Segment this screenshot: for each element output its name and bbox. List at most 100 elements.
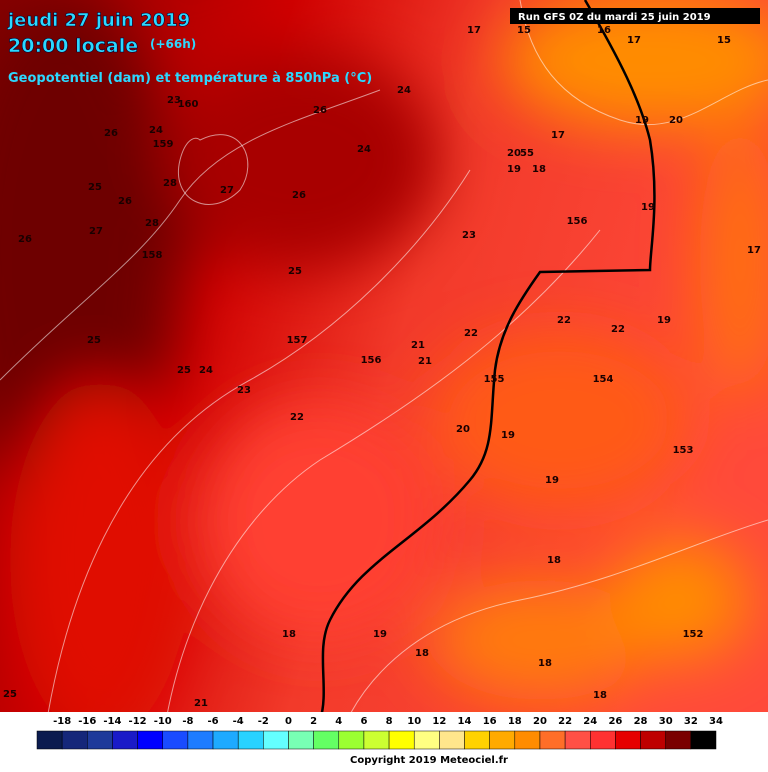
copyright: Copyright 2019 Meteociel.fr [350, 755, 508, 766]
map-label: 17 [627, 35, 641, 46]
legend-swatch [388, 730, 415, 750]
legend-swatch [112, 730, 138, 750]
legend-label: -8 [182, 716, 193, 727]
map-label: 55 [520, 148, 534, 159]
legend-label: 28 [634, 716, 648, 727]
field-description: Geopotentiel (dam) et température à 850h… [8, 71, 372, 86]
map-label: 25 [3, 689, 17, 700]
legend-swatch [640, 730, 666, 750]
map-label: 27 [220, 185, 234, 196]
map-label: 15 [717, 35, 731, 46]
map-label: 22 [464, 328, 478, 339]
legend-label: 12 [432, 716, 446, 727]
map-label: 25 [177, 365, 191, 376]
map-label: 26 [18, 234, 32, 245]
legend-swatch [464, 730, 490, 750]
map-label: 18 [532, 164, 546, 175]
map-label: 23 [167, 95, 181, 106]
legend-label: 0 [285, 716, 292, 727]
map-label: 18 [593, 690, 607, 701]
legend-swatch [363, 730, 390, 750]
run-box [510, 8, 760, 24]
legend-label: 24 [583, 716, 597, 727]
legend-label: -16 [78, 716, 96, 727]
legend-swatch [61, 730, 88, 750]
map-label: 19 [545, 475, 559, 486]
date: jeudi 27 juin 2019 [7, 10, 190, 31]
legend-label: 20 [533, 716, 547, 727]
legend-label: -18 [53, 716, 71, 727]
legend-label: 18 [508, 716, 522, 727]
map-label: 18 [282, 629, 296, 640]
legend-label: -4 [233, 716, 244, 727]
legend-swatch [690, 730, 717, 750]
legend-swatch [288, 730, 314, 750]
map-label: 158 [142, 250, 163, 261]
legend-swatch [137, 730, 163, 750]
legend-swatch [212, 730, 239, 750]
legend-label: 14 [458, 716, 472, 727]
map-label: 155 [484, 374, 505, 385]
map-label: 19 [501, 430, 515, 441]
map-label: 19 [373, 629, 387, 640]
map-label: 22 [557, 315, 571, 326]
map-label: 156 [361, 355, 382, 366]
map-label: 17 [467, 25, 481, 36]
map-label: 25 [87, 335, 101, 346]
legend-label: 10 [407, 716, 421, 727]
map-label: 153 [673, 445, 694, 456]
legend-swatch [439, 730, 465, 750]
legend-swatch [665, 730, 692, 750]
legend-swatch [564, 730, 591, 750]
map-label: 21 [418, 356, 432, 367]
map-label: 25 [288, 266, 302, 277]
map-label: 160 [178, 99, 199, 110]
map-label: 152 [683, 629, 704, 640]
legend-swatch [338, 730, 365, 750]
map-label: 19 [507, 164, 521, 175]
temperature-shading [0, 0, 768, 740]
legend-label: 22 [558, 716, 572, 727]
lead-time: (+66h) [150, 37, 196, 51]
legend-swatch [237, 730, 264, 750]
map-label: 15 [517, 25, 531, 36]
map-label: 157 [287, 335, 308, 346]
map-label: 28 [145, 218, 159, 229]
legend-swatch [590, 730, 616, 750]
legend-label: -14 [103, 716, 121, 727]
map-label: 26 [292, 190, 306, 201]
legend-swatch [187, 730, 214, 750]
map-label: 28 [163, 178, 177, 189]
legend-label: 2 [310, 716, 317, 727]
map-label: 24 [357, 144, 371, 155]
time: 20:00 locale [8, 35, 138, 57]
legend-label: -10 [154, 716, 172, 727]
map-label: 20 [456, 424, 470, 435]
map-label: 17 [551, 130, 565, 141]
map-label: 23 [237, 385, 251, 396]
run-info: Run GFS 0Z du mardi 25 juin 2019 [518, 12, 711, 23]
legend-swatch [87, 730, 113, 750]
map-label: 24 [149, 125, 163, 136]
map-label: 25 [88, 182, 102, 193]
legend-label: 32 [684, 716, 698, 727]
legend-label: 26 [608, 716, 622, 727]
legend-label: -6 [207, 716, 218, 727]
map-label: 19 [641, 202, 655, 213]
legend-swatch [313, 730, 340, 750]
legend-swatch [514, 730, 541, 750]
legend-swatch [489, 730, 516, 750]
map-label: 26 [313, 105, 327, 116]
map-label: 18 [415, 648, 429, 659]
map-label: 154 [593, 374, 614, 385]
legend-label: 16 [483, 716, 497, 727]
map-label: 26 [104, 128, 118, 139]
map-label: 21 [411, 340, 425, 351]
legend-swatch [36, 730, 63, 750]
map-label: 19 [657, 315, 671, 326]
map-label: 159 [153, 139, 174, 150]
legend-swatch [539, 730, 566, 750]
